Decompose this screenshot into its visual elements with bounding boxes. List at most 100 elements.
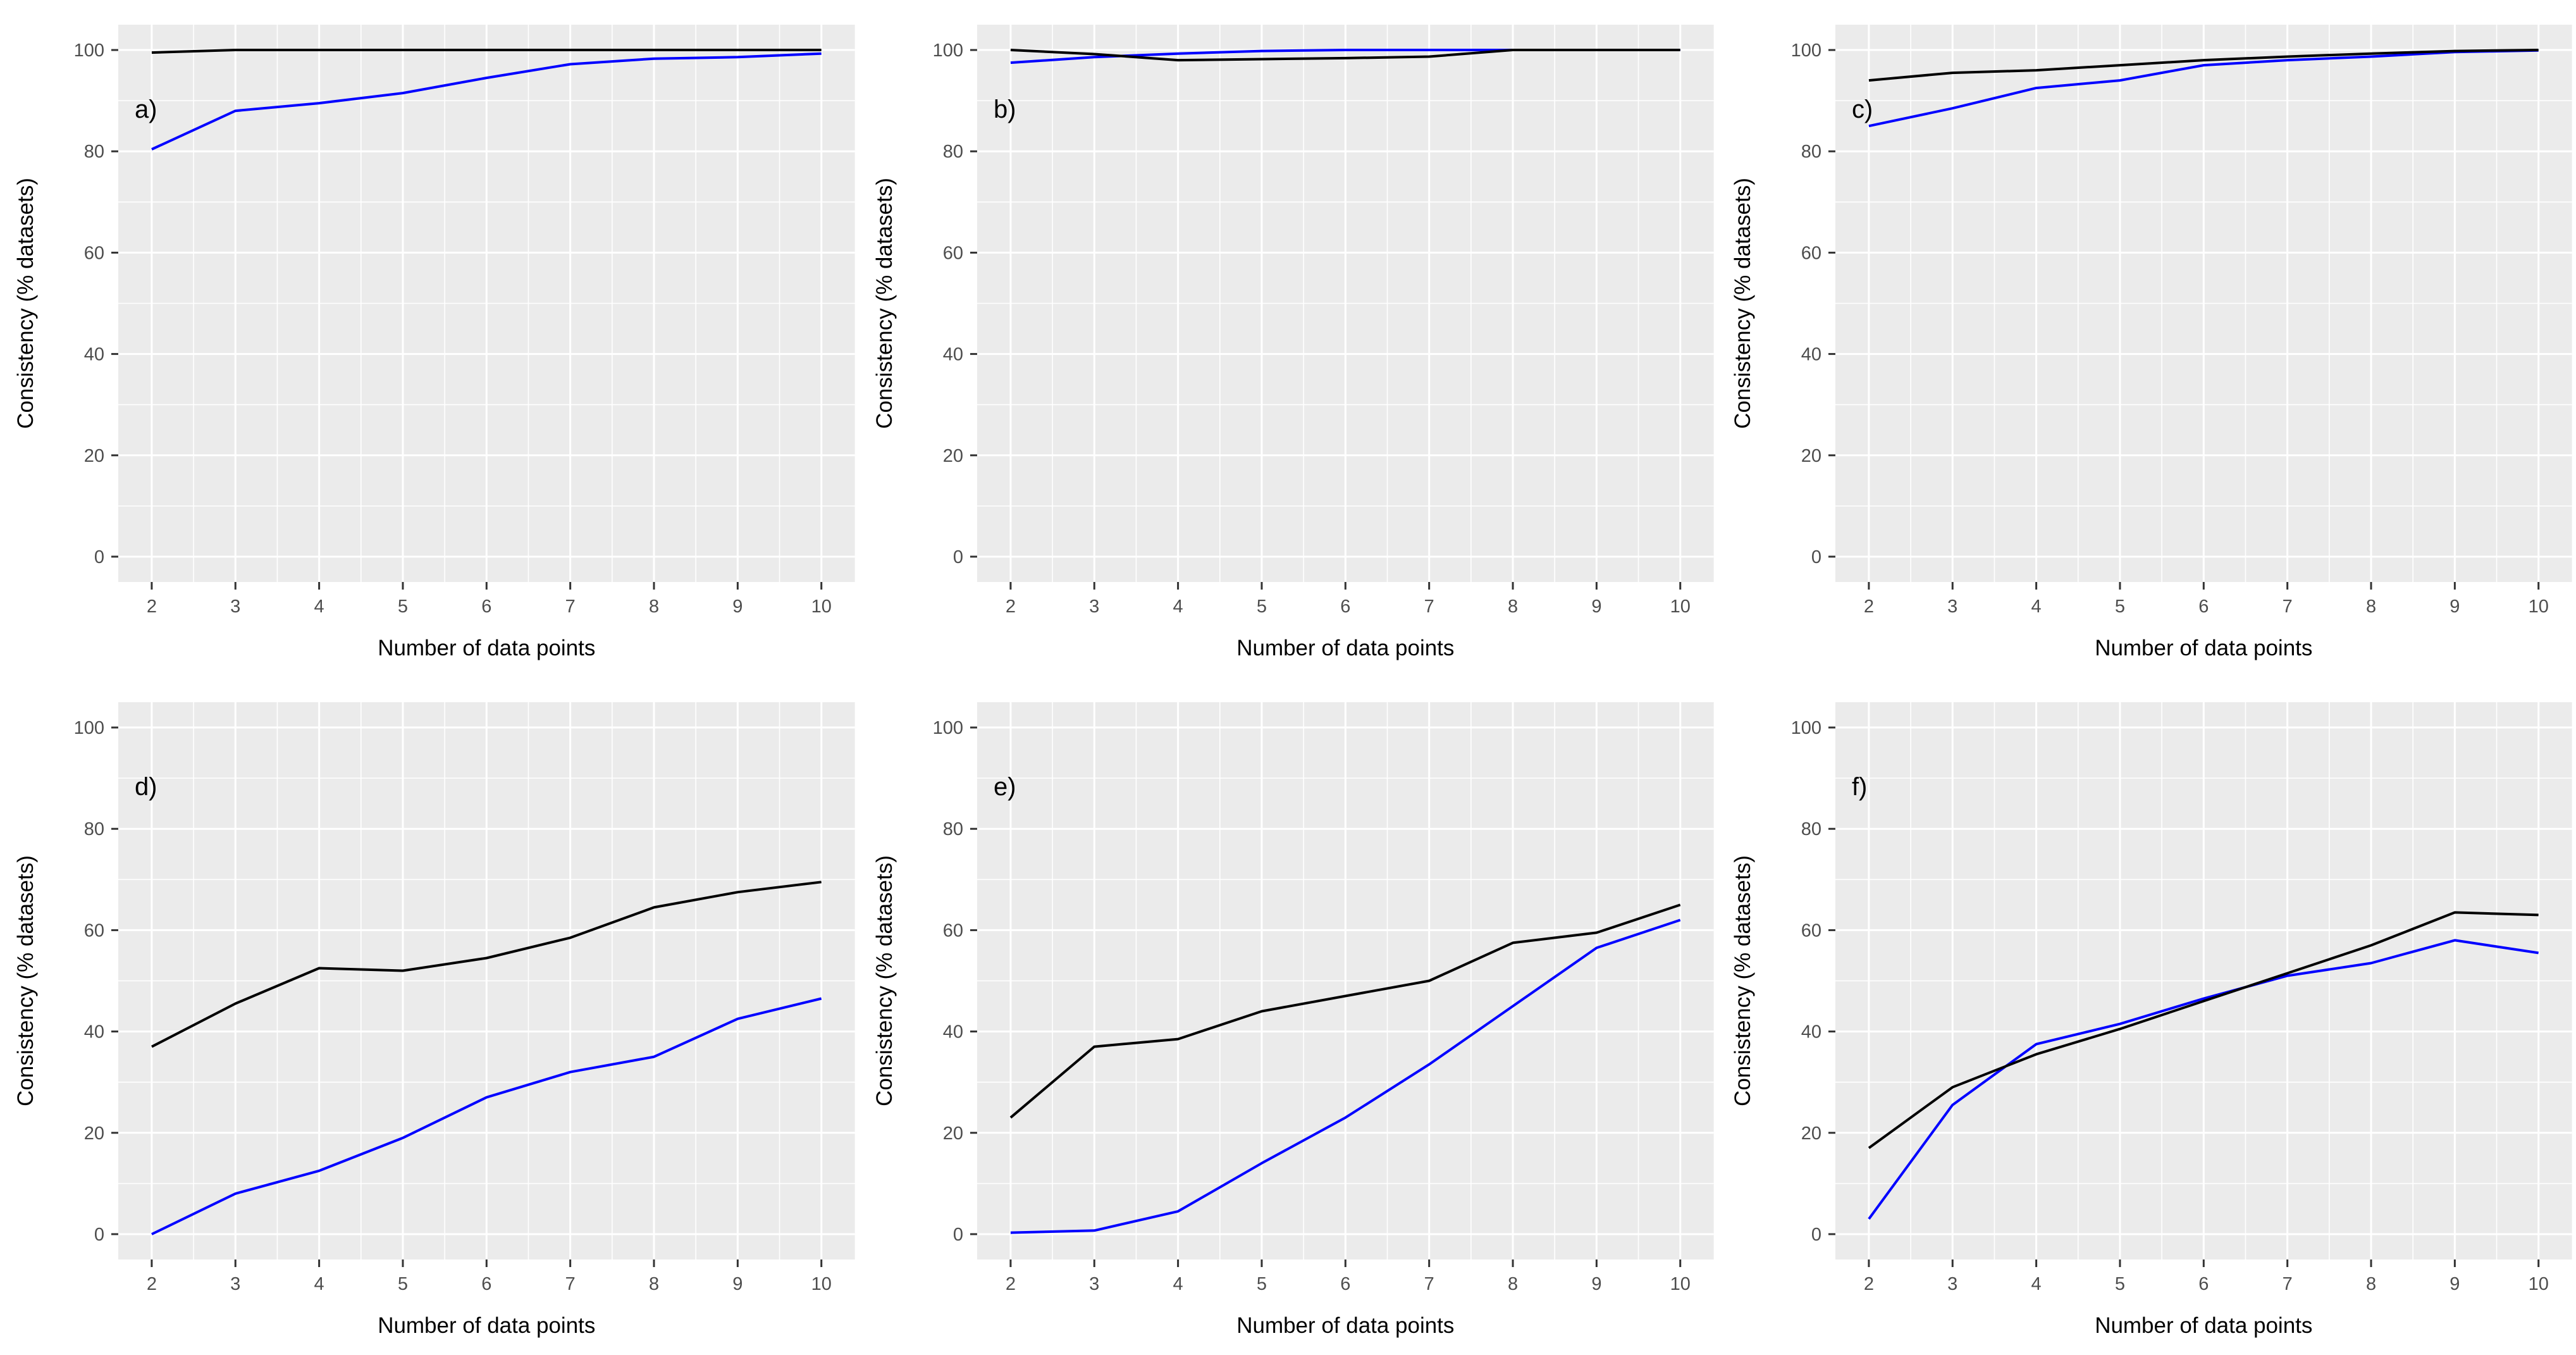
y-tick-label: 20 [942, 446, 963, 466]
x-tick-label: 4 [1173, 1274, 1183, 1294]
y-axis-title: Consistency (% datasets) [1730, 855, 1755, 1106]
data-series-blue-line [151, 997, 822, 1235]
x-tick-label: 10 [811, 597, 832, 617]
y-tick-label: 100 [74, 718, 104, 738]
x-tick-label: 3 [1948, 597, 1958, 617]
data-series-blue-line [1868, 49, 2539, 128]
y-tick-label: 20 [942, 1123, 963, 1144]
y-tick-label: 100 [1791, 718, 1821, 738]
x-tick-label: 8 [649, 597, 659, 617]
data-series-black-line [1010, 49, 1680, 62]
x-axis-title: Number of data points [1236, 636, 1454, 660]
panel-letter-label: c) [1852, 96, 1873, 123]
x-tick-label: 2 [1864, 1274, 1874, 1294]
y-axis-title: Consistency (% datasets) [13, 855, 38, 1106]
x-tick-label: 7 [1424, 597, 1434, 617]
chart-panel-a: 2 3 4 5 6 7 8 9 10 0 20 40 60 80 100 Number of data poi… [0, 0, 859, 678]
x-tick-label: 2 [147, 1274, 157, 1294]
y-tick-label: 40 [1801, 345, 1821, 365]
y-tick-label: 20 [1801, 1123, 1821, 1144]
x-tick-label: 6 [1340, 597, 1350, 617]
x-tick-label: 4 [2031, 597, 2042, 617]
x-tick-label: 2 [147, 597, 157, 617]
x-tick-label: 8 [2366, 1274, 2376, 1294]
y-tick-label: 60 [1801, 243, 1821, 263]
x-tick-label: 3 [1948, 1274, 1958, 1294]
y-tick-label: 60 [1801, 920, 1821, 941]
x-tick-label: 9 [1591, 597, 1601, 617]
y-tick-label: 60 [84, 243, 104, 263]
x-tick-label: 5 [1257, 1274, 1267, 1294]
y-tick-label: 100 [932, 718, 963, 738]
x-tick-label: 8 [2366, 597, 2376, 617]
panel-letter-label: d) [135, 773, 157, 801]
x-axis-title: Number of data points [378, 1313, 595, 1338]
x-tick-label: 3 [230, 597, 240, 617]
panel-letter-label: f) [1852, 773, 1867, 801]
x-tick-label: 5 [398, 597, 408, 617]
x-tick-label: 8 [649, 1274, 659, 1294]
x-tick-label: 6 [2199, 1274, 2209, 1294]
y-axis-title: Consistency (% datasets) [13, 178, 38, 429]
x-tick-label: 5 [1257, 597, 1267, 617]
x-tick-label: 9 [732, 597, 743, 617]
panel-letter-label: a) [135, 96, 157, 123]
y-tick-label: 40 [84, 1022, 104, 1043]
x-tick-label: 9 [2450, 597, 2460, 617]
data-series-blue-line [151, 52, 822, 151]
x-axis-title: Number of data points [378, 636, 595, 660]
x-tick-label: 6 [2199, 597, 2209, 617]
y-tick-label: 100 [932, 40, 963, 61]
x-tick-label: 3 [1089, 1274, 1099, 1294]
y-tick-label: 0 [952, 547, 963, 567]
y-tick-label: 80 [1801, 142, 1821, 162]
y-tick-label: 40 [942, 345, 963, 365]
x-axis-title: Number of data points [1236, 1313, 1454, 1338]
data-series-black-line [1868, 911, 2539, 1149]
x-tick-label: 8 [1508, 1274, 1518, 1294]
x-tick-label: 8 [1508, 597, 1518, 617]
y-tick-label: 0 [952, 1225, 963, 1245]
data-series-blue-line [1868, 939, 2539, 1220]
x-tick-label: 9 [2450, 1274, 2460, 1294]
y-tick-label: 0 [1811, 1225, 1821, 1245]
x-tick-label: 5 [2115, 597, 2125, 617]
x-tick-label: 4 [1173, 597, 1183, 617]
y-tick-label: 100 [1791, 40, 1821, 61]
x-tick-label: 2 [1005, 1274, 1015, 1294]
y-tick-label: 0 [94, 1225, 104, 1245]
x-tick-label: 5 [2115, 1274, 2125, 1294]
data-series-blue-line [1010, 919, 1680, 1234]
y-axis-title: Consistency (% datasets) [872, 855, 897, 1106]
chart-panel-e: 2 3 4 5 6 7 8 9 10 0 20 40 60 80 100 Number of data poi… [859, 678, 1718, 1355]
x-tick-label: 10 [2529, 1274, 2549, 1294]
y-tick-label: 40 [84, 345, 104, 365]
x-tick-label: 3 [1089, 597, 1099, 617]
x-tick-label: 7 [565, 597, 576, 617]
y-tick-label: 0 [94, 547, 104, 567]
chart-panel-c: 2 3 4 5 6 7 8 9 10 0 20 40 60 80 100 Number of data poi… [1717, 0, 2576, 678]
x-tick-label: 2 [1005, 597, 1015, 617]
x-tick-label: 7 [2283, 597, 2293, 617]
x-tick-label: 4 [2031, 1274, 2042, 1294]
y-tick-label: 20 [84, 1123, 104, 1144]
y-tick-label: 60 [84, 920, 104, 941]
y-tick-label: 80 [84, 819, 104, 839]
y-tick-label: 40 [942, 1022, 963, 1043]
y-tick-label: 80 [84, 142, 104, 162]
chart-panel-b: 2 3 4 5 6 7 8 9 10 0 20 40 60 80 100 Number of data poi… [859, 0, 1718, 678]
y-tick-label: 20 [84, 446, 104, 466]
y-tick-label: 20 [1801, 446, 1821, 466]
x-tick-label: 10 [1670, 597, 1690, 617]
x-tick-label: 7 [565, 1274, 576, 1294]
x-tick-label: 10 [2529, 597, 2549, 617]
x-tick-label: 7 [2283, 1274, 2293, 1294]
y-tick-label: 0 [1811, 547, 1821, 567]
x-tick-label: 7 [1424, 1274, 1434, 1294]
data-series-black-line [1009, 903, 1680, 1119]
